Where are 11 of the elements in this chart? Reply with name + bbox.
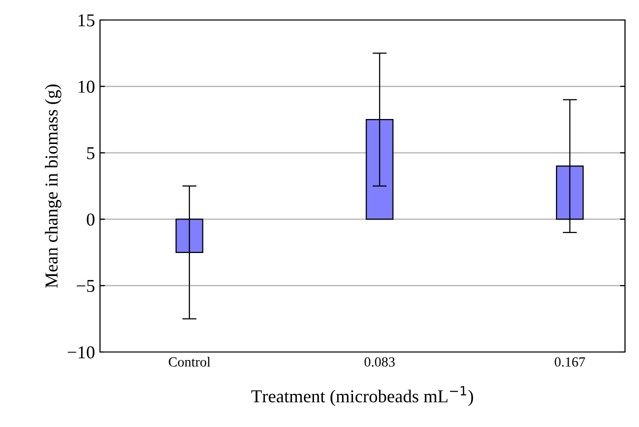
y-tick-label: 15 [78,14,94,26]
y-tick-label: −5 [76,280,94,292]
y-axis-title: Mean change in biomass (g) [44,84,62,288]
x-axis-title: Treatment (microbeads mL$^{−1}$) [251,386,474,406]
y-tick-label: −10 [68,346,94,358]
y-tick-label: 5 [87,147,94,160]
y-tick-label: 0 [86,213,94,226]
x-tick-label: 0.083 [364,357,395,367]
y-tick-label: 10 [78,80,94,93]
x-tick-label: Control [168,356,210,367]
x-tick-label: 0.167 [554,357,586,367]
